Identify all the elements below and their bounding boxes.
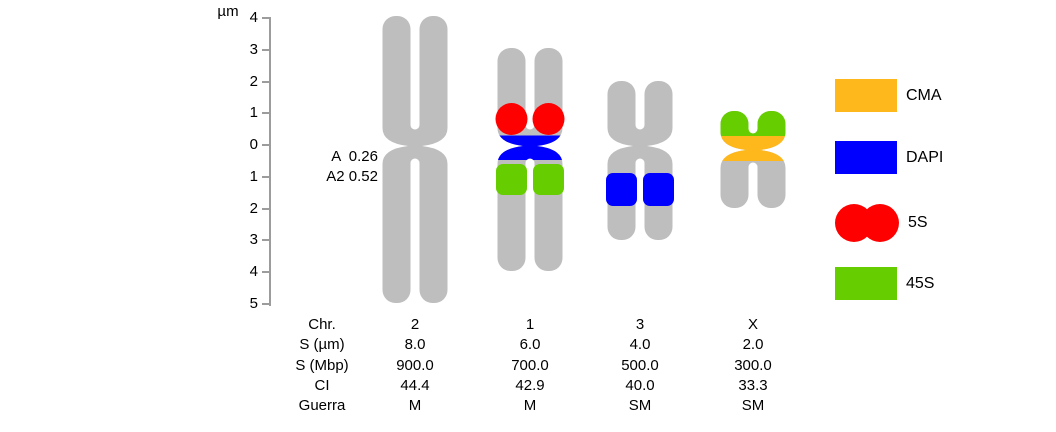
legend-item-45s: 45S <box>835 267 966 300</box>
table-cell: 42.9 <box>515 377 545 394</box>
axis-tick <box>262 144 269 147</box>
chromosome-3 <box>606 81 674 240</box>
asymmetry-annotation: A 0.26 A2 0.52 <box>296 147 378 187</box>
axis-unit-label: µm <box>217 3 239 20</box>
table-cell: 44.4 <box>400 377 430 394</box>
table-cell: 8.0 <box>404 336 426 353</box>
row-label: S (µm) <box>299 336 345 353</box>
table-cell: X <box>747 316 758 333</box>
axis-tick <box>262 207 269 210</box>
axis-tick-label: 1 <box>249 104 258 122</box>
table-cell: 1 <box>525 316 535 333</box>
axis-tick-label: 4 <box>249 9 258 26</box>
legend-label: CMA <box>906 86 942 104</box>
table-cell: 700.0 <box>511 357 549 374</box>
table-cell: SM <box>628 397 652 414</box>
axis-tick-label: 2 <box>249 72 258 90</box>
table-row: S (µm) 8.0 6.0 4.0 2.0 <box>0 335 1056 355</box>
mark-CMA-band <box>721 136 785 161</box>
row-label: S (Mbp) <box>295 357 349 374</box>
mark-DAPI-square <box>606 173 637 206</box>
row-label: Guerra <box>298 397 346 414</box>
table-cell: M <box>408 397 422 414</box>
table-cell: 300.0 <box>734 357 772 374</box>
axis-tick-label: 2 <box>249 199 258 217</box>
chromosome-2-body <box>382 16 448 303</box>
mark-DAPI-band <box>498 135 562 160</box>
axis-tick <box>262 17 269 19</box>
axis-tick <box>262 303 269 306</box>
chromosome-1 <box>495 48 565 271</box>
chromosome-X <box>720 111 786 208</box>
table-cell: 33.3 <box>738 377 768 394</box>
table-cell: 4.0 <box>629 336 651 353</box>
axis-tick-label: 0 <box>249 136 258 154</box>
table-cell: 2 <box>410 316 420 333</box>
table-cell: M <box>523 397 537 414</box>
mark-45S-square <box>533 164 564 195</box>
table-cell: 900.0 <box>396 357 434 374</box>
cma-swatch <box>835 79 897 112</box>
axis-tick <box>262 239 269 242</box>
legend-label: 45S <box>906 274 935 292</box>
axis-tick-label: 3 <box>249 231 258 249</box>
table-cell: 500.0 <box>621 357 659 374</box>
axis-tick-label: 4 <box>249 263 258 281</box>
y-axis-line <box>269 17 271 306</box>
mark-45S-band <box>720 111 786 136</box>
legend-item-dapi: DAPI <box>835 141 966 174</box>
axis-tick <box>262 80 269 83</box>
asymmetry-index-a: A 0.26 <box>331 148 378 165</box>
table-cell: SM <box>741 397 765 414</box>
chromosome-3-body <box>607 81 673 240</box>
table-cell: 6.0 <box>519 336 541 353</box>
axis-tick-label: 5 <box>249 295 258 313</box>
table-cell: 3 <box>635 316 645 333</box>
legend-label: DAPI <box>906 148 944 166</box>
row-label: CI <box>314 377 330 394</box>
table-row: CI 44.4 42.9 40.0 33.3 <box>0 376 1056 396</box>
legend-label: 5S <box>908 214 928 231</box>
axis-tick <box>262 48 269 51</box>
table-cell: 40.0 <box>625 377 655 394</box>
table-row: Guerra M M SM SM <box>0 396 1056 416</box>
table-cell: 2.0 <box>742 336 764 353</box>
mark-DAPI-square <box>643 173 674 206</box>
axis-tick-label: 1 <box>249 167 258 185</box>
mark-5S-dot <box>532 103 565 135</box>
legend-item-5s: 5S <box>835 204 968 242</box>
chromosome-2 <box>382 16 448 303</box>
row-label: Chr. <box>308 316 336 333</box>
45s-swatch <box>835 267 897 300</box>
mark-5S-dot <box>495 103 528 135</box>
axis-tick <box>262 175 269 178</box>
table-row: S (Mbp) 900.0 700.0 500.0 300.0 <box>0 356 1056 376</box>
mark-45S-square <box>496 164 527 195</box>
5s-dots-swatch <box>835 204 899 242</box>
asymmetry-index-a2: A2 0.52 <box>326 168 378 185</box>
table-row: Chr. 2 1 3 X <box>0 315 1056 335</box>
axis-tick <box>262 271 269 274</box>
legend-item-cma: CMA <box>835 79 966 112</box>
axis-tick-label: 3 <box>249 40 258 58</box>
dapi-swatch <box>835 141 897 174</box>
axis-tick <box>262 112 269 115</box>
